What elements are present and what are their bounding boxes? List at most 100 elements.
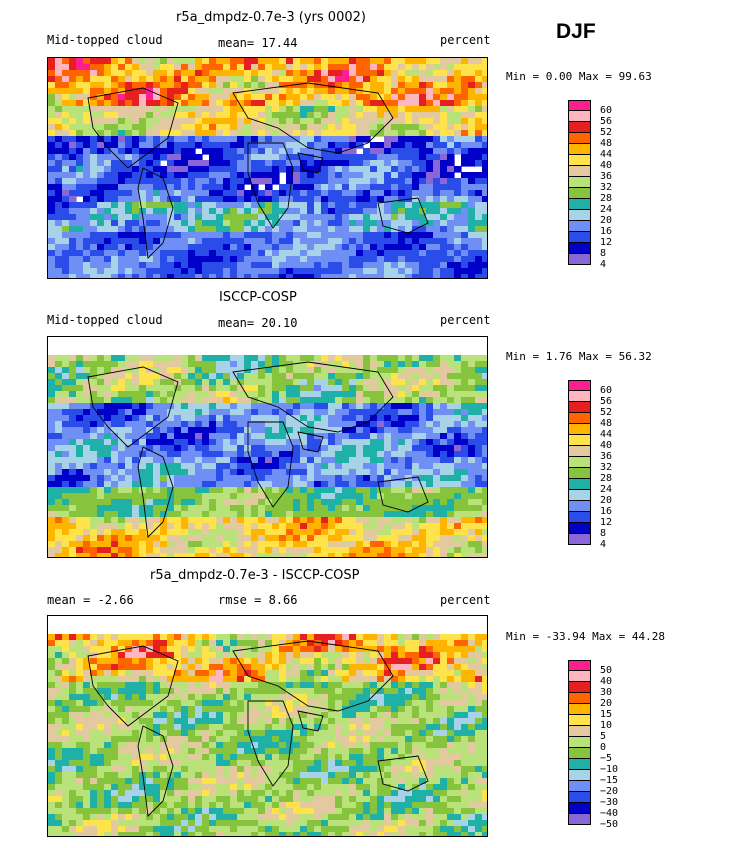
colorbar-level-label: −20 (600, 786, 619, 797)
colorbar-swatch (568, 457, 591, 468)
colorbar-swatch (568, 133, 591, 144)
panel-2-map (47, 336, 488, 558)
colorbar-swatch (568, 737, 591, 748)
colorbar-swatch (568, 534, 591, 545)
coastline (137, 446, 174, 538)
colorbar-swatch (568, 155, 591, 166)
panel-3-title: r5a_dmpdz-0.7e-3 - ISCCP-COSP (150, 568, 360, 583)
colorbar-level-label: 10 (600, 720, 613, 731)
colorbar-swatch (568, 391, 591, 402)
colorbar-level-label: −5 (600, 753, 613, 764)
colorbar-swatch (568, 468, 591, 479)
coastline (297, 710, 324, 732)
panel-1-center-label: mean= 17.44 (218, 36, 298, 50)
panel-3-map (47, 615, 488, 837)
colorbar-level-label: 32 (600, 462, 613, 473)
coastline (247, 421, 294, 508)
colorbar-level-label: 4 (600, 539, 607, 550)
colorbar-swatch (568, 748, 591, 759)
panel-1-right-label: percent (440, 33, 491, 47)
colorbar-swatch (568, 122, 591, 133)
colorbar-swatch (568, 770, 591, 781)
colorbar-level-label: 60 (600, 385, 613, 396)
colorbar-swatch (568, 435, 591, 446)
colorbar-swatch (568, 660, 591, 671)
colorbar-level-label: 48 (600, 418, 613, 429)
colorbar-level-label: 52 (600, 127, 613, 138)
colorbar-level-label: 40 (600, 440, 613, 451)
colorbar-swatch (568, 402, 591, 413)
colorbar-swatch (568, 232, 591, 243)
colorbar-level-label: 20 (600, 215, 613, 226)
panel-1-left-label: Mid-topped cloud (47, 33, 163, 47)
colorbar-swatch (568, 446, 591, 457)
coastline (232, 640, 394, 712)
coastline (297, 431, 324, 453)
colorbar-level-label: 4 (600, 259, 607, 270)
colorbar-level-label: 0 (600, 742, 607, 753)
coastline (232, 82, 394, 154)
coastline (377, 197, 429, 234)
coastline (377, 476, 429, 513)
colorbar-level-label: 12 (600, 517, 613, 528)
colorbar-level-label: 30 (600, 687, 613, 698)
coastline (377, 755, 429, 792)
colorbar-swatch (568, 243, 591, 254)
colorbar-swatch (568, 792, 591, 803)
colorbar-level-label: 36 (600, 451, 613, 462)
coastline (247, 700, 294, 787)
panel-3-right-label: percent (440, 593, 491, 607)
coastline (137, 725, 174, 817)
panel-2-minmax: Min = 1.76 Max = 56.32 (506, 350, 652, 363)
colorbar-swatch (568, 523, 591, 534)
colorbar-level-label: 50 (600, 665, 613, 676)
season-label: DJF (556, 20, 596, 43)
colorbar-level-label: 28 (600, 193, 613, 204)
colorbar-level-label: −30 (600, 797, 619, 808)
colorbar-level-label: −15 (600, 775, 619, 786)
colorbar-swatch (568, 177, 591, 188)
colorbar-level-label: 40 (600, 160, 613, 171)
colorbar-level-label: 32 (600, 182, 613, 193)
coastline (87, 87, 179, 169)
colorbar-swatch (568, 424, 591, 435)
panel-3-field (48, 634, 487, 836)
colorbar-level-label: 8 (600, 248, 607, 259)
colorbar-swatch (568, 715, 591, 726)
colorbar-swatch (568, 111, 591, 122)
colorbar-level-label: 56 (600, 396, 613, 407)
panel-2-center-label: mean= 20.10 (218, 316, 298, 330)
panel-1-title: r5a_dmpdz-0.7e-3 (yrs 0002) (176, 10, 366, 25)
field-cells (48, 634, 487, 836)
colorbar-swatch (568, 682, 591, 693)
field-cells (48, 58, 487, 278)
colorbar-swatch (568, 144, 591, 155)
colorbar-level-label: −50 (600, 819, 619, 830)
colorbar-level-label: 15 (600, 709, 613, 720)
colorbar-level-label: 56 (600, 116, 613, 127)
colorbar-level-label: −40 (600, 808, 619, 819)
colorbar-swatch (568, 759, 591, 770)
colorbar-level-label: 20 (600, 495, 613, 506)
colorbar-swatch (568, 199, 591, 210)
colorbar-swatch (568, 188, 591, 199)
colorbar-swatch (568, 671, 591, 682)
colorbar-level-label: 52 (600, 407, 613, 418)
panel-1-field (48, 58, 487, 278)
colorbar-level-label: 28 (600, 473, 613, 484)
colorbar-swatch (568, 380, 591, 391)
colorbar-level-label: 16 (600, 226, 613, 237)
colorbar-swatch (568, 781, 591, 792)
panel-3-left-label: mean = -2.66 (47, 593, 134, 607)
coastline (87, 366, 179, 448)
colorbar-level-label: −10 (600, 764, 619, 775)
colorbar-swatch (568, 490, 591, 501)
panel-3-minmax: Min = -33.94 Max = 44.28 (506, 630, 665, 643)
colorbar-level-label: 44 (600, 429, 613, 440)
coastline (297, 152, 324, 174)
panel-3-colorbar (568, 660, 591, 825)
colorbar-level-label: 24 (600, 204, 613, 215)
colorbar-swatch (568, 726, 591, 737)
colorbar-level-label: 48 (600, 138, 613, 149)
colorbar-swatch (568, 512, 591, 523)
